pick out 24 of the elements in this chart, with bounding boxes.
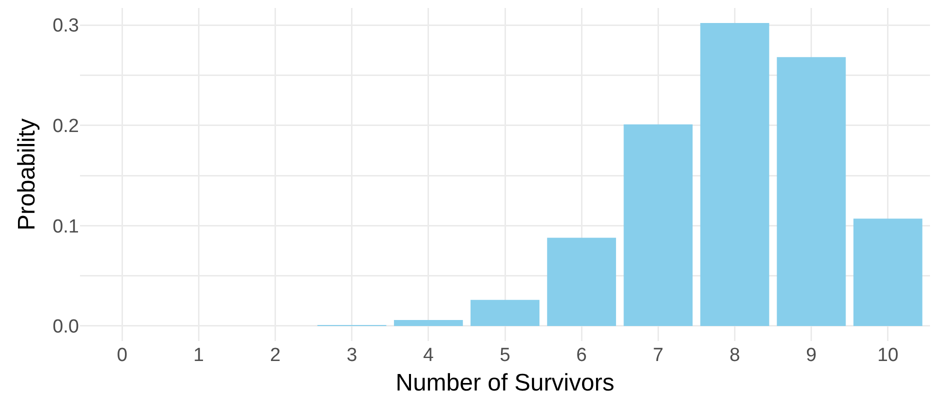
bar	[624, 124, 693, 326]
x-tick-label: 2	[270, 345, 281, 366]
y-tick-label: 0.0	[52, 316, 79, 338]
bar	[394, 320, 463, 326]
x-axis-title: Number of Survivors	[396, 369, 614, 396]
y-tick-label: 0.1	[52, 216, 79, 238]
x-tick-label: 7	[652, 345, 664, 366]
y-tick-label: 0.2	[52, 116, 79, 137]
y-tick-label: 0.3	[52, 16, 79, 37]
bar	[853, 218, 922, 326]
x-tick-label: 8	[729, 345, 740, 366]
x-tick-label: 1	[193, 345, 204, 366]
x-tick-label: 5	[500, 345, 510, 366]
x-tick-label: 0	[116, 345, 128, 366]
bar	[776, 57, 846, 326]
x-tick-label: 4	[423, 345, 434, 366]
bar	[547, 238, 616, 326]
x-tick-label: 6	[576, 345, 587, 366]
x-tick-label: 3	[346, 345, 358, 366]
x-tick-label: 10	[877, 345, 898, 366]
x-tick-label: 9	[806, 345, 817, 366]
bar	[470, 300, 540, 326]
y-axis-title: Probability	[14, 118, 41, 231]
bar	[700, 23, 770, 326]
